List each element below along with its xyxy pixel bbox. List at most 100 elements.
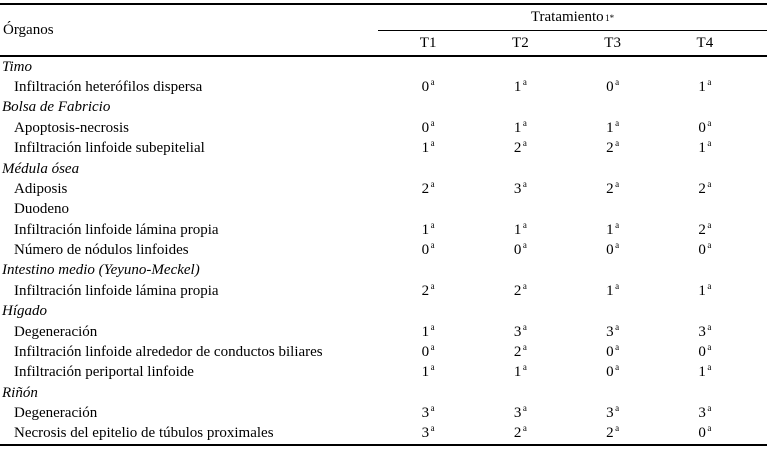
- finding-row: Duodeno: [0, 200, 767, 220]
- finding-row: Necrosis del epitelio de túbulos proxima…: [0, 424, 767, 444]
- finding-row: Infiltración linfoide lámina propia 2 a 2 a 1…: [0, 281, 767, 301]
- row-label: Riñón: [2, 385, 38, 401]
- score-value: 2: [421, 180, 430, 197]
- treatment-underline-rule: [378, 30, 767, 31]
- score-value: 0: [698, 425, 706, 442]
- score-value: 0: [606, 242, 614, 259]
- score-value: 2: [698, 221, 706, 238]
- score-value: 0: [606, 364, 614, 381]
- score-superscript: a: [522, 219, 527, 230]
- score-value: 1: [421, 221, 430, 238]
- score-superscript: a: [615, 240, 620, 251]
- score-value: 1: [513, 221, 522, 238]
- row-values: [378, 261, 767, 281]
- score-value: 3: [606, 405, 614, 422]
- score-superscript: a: [615, 423, 620, 434]
- score-value: 2: [606, 140, 614, 157]
- column-header-organos: Órganos: [3, 21, 54, 38]
- score-value: 1: [513, 119, 522, 136]
- score-value: 0: [513, 242, 522, 259]
- score-value: 0: [421, 79, 430, 96]
- score-superscript: a: [707, 280, 712, 291]
- column-header-t1: T1: [419, 34, 437, 51]
- row-values: [378, 57, 767, 77]
- score-superscript: a: [707, 240, 712, 251]
- score-value: 0: [698, 343, 706, 360]
- score-value: 2: [513, 425, 522, 442]
- score-superscript: a: [707, 77, 712, 88]
- score-superscript: a: [522, 362, 527, 373]
- score-superscript: a: [430, 280, 435, 291]
- score-superscript: a: [430, 362, 435, 373]
- score-superscript: a: [615, 341, 620, 352]
- score-value: 3: [698, 323, 706, 340]
- finding-row: Infiltración linfoide alrededor de condu…: [0, 342, 767, 362]
- score-value: 2: [606, 425, 614, 442]
- organ-section-row: Riñón: [0, 383, 767, 403]
- row-label: Necrosis del epitelio de túbulos proxima…: [14, 426, 274, 442]
- score-superscript: a: [707, 403, 712, 414]
- score-value: 2: [421, 282, 430, 299]
- score-superscript: a: [615, 77, 620, 88]
- score-value: 0: [698, 242, 706, 259]
- score-superscript: a: [430, 117, 435, 128]
- score-value: 1: [606, 119, 614, 136]
- finding-row: Infiltración linfoide lámina propia 1 a 1 a 1…: [0, 220, 767, 240]
- table-body: Timo Infiltración heterófilos dispersa 0 a 1…: [0, 57, 767, 444]
- score-value: 1: [513, 364, 522, 381]
- score-value: 1: [606, 282, 614, 299]
- score-superscript: a: [430, 423, 435, 434]
- row-label: Infiltración linfoide lámina propia: [14, 283, 219, 299]
- score-value: 2: [606, 180, 614, 197]
- organ-section-row: Bolsa de Fabricio: [0, 98, 767, 118]
- score-superscript: a: [522, 138, 527, 149]
- finding-row: Degeneración 1 a 3 a 3 a 3 a: [0, 322, 767, 342]
- table-rule-top: [0, 3, 767, 5]
- row-label: Timo: [2, 59, 33, 75]
- score-superscript: a: [615, 138, 620, 149]
- row-label: Adiposis: [14, 181, 68, 197]
- score-superscript: a: [430, 403, 435, 414]
- score-superscript: a: [707, 423, 712, 434]
- row-label: Infiltración periportal linfoide: [14, 365, 194, 381]
- row-label: Duodeno: [14, 202, 69, 218]
- score-superscript: a: [615, 403, 620, 414]
- score-superscript: a: [707, 117, 712, 128]
- row-values: [378, 98, 767, 118]
- organ-section-row: Médula ósea: [0, 159, 767, 179]
- finding-row: Adiposis 2 a 3 a 2 a 2 a: [0, 179, 767, 199]
- score-value: 2: [698, 180, 706, 197]
- score-value: 1: [513, 79, 522, 96]
- row-label: Degeneración: [14, 324, 98, 340]
- score-superscript: a: [707, 138, 712, 149]
